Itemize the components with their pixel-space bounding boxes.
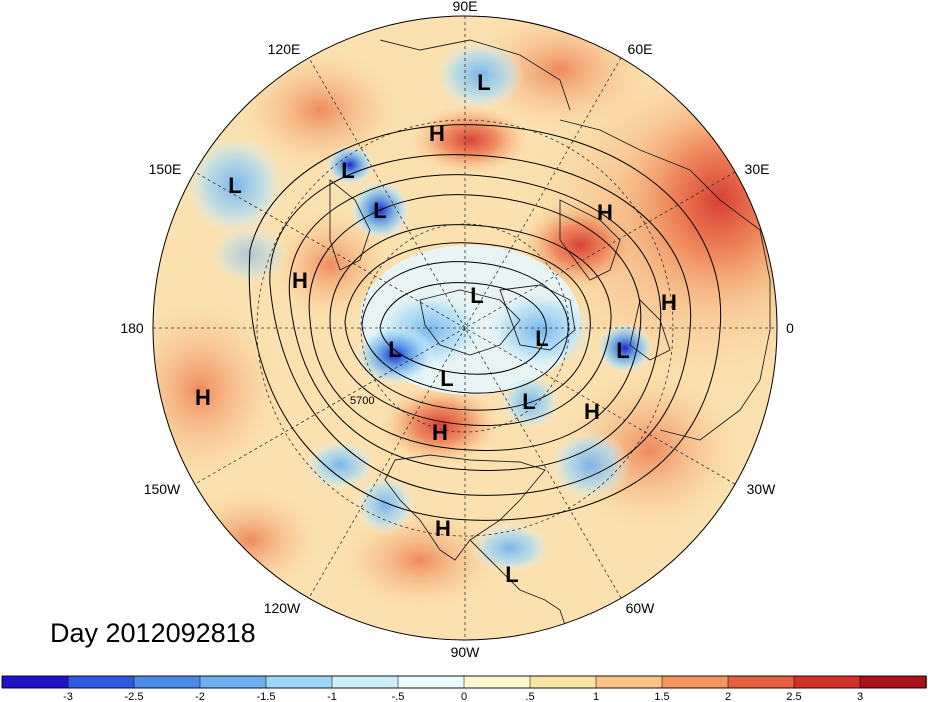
pressure-center-low: L: [341, 158, 354, 183]
pressure-center-low: L: [477, 70, 490, 95]
colorbar-box: [265, 675, 333, 689]
pressure-center-low: L: [373, 198, 386, 223]
colorbar-tick-label: 1.5: [654, 691, 669, 702]
pressure-center-low: L: [470, 283, 483, 308]
colorbar-box: [397, 675, 465, 689]
colorbar-tick-label: -2: [195, 691, 205, 702]
anomaly-field: [153, 16, 777, 640]
lon-label-180: 180: [120, 320, 144, 336]
colorbar-tick-label: -.5: [392, 691, 405, 702]
coastlines: [329, 39, 771, 640]
colorbar-box: [661, 675, 729, 689]
pressure-center-high: H: [597, 200, 613, 225]
lon-label-90e: 90E: [453, 0, 478, 14]
colorbar-tick-label: 0: [461, 691, 467, 702]
colorbar-frame: [1, 675, 927, 689]
colorbar-box: [133, 675, 201, 689]
lon-label-0: 0: [786, 320, 794, 336]
lon-label-150e: 150E: [149, 161, 182, 177]
colorbar-tick-label: 1: [593, 691, 599, 702]
pressure-center-low: L: [228, 173, 241, 198]
colorbar-tick-label: 2: [725, 691, 731, 702]
pressure-center-high: H: [584, 399, 600, 424]
lon-label-60w: 60W: [626, 600, 656, 616]
colorbar-box: [1, 675, 69, 689]
colorbar-tick-label: -3: [63, 691, 73, 702]
pressure-center-low: L: [522, 389, 535, 414]
colorbar-tick-label: -1: [327, 691, 337, 702]
colorbar-tick-label: -1.5: [257, 691, 276, 702]
lon-label-30w: 30W: [747, 481, 777, 497]
pressure-center-high: H: [661, 290, 677, 315]
colorbar-tick-label: .5: [525, 691, 534, 702]
lon-label-60e: 60E: [628, 41, 653, 57]
lon-label-120w: 120W: [264, 600, 301, 616]
colorbar-box: [199, 675, 267, 689]
colorbar-box: [727, 675, 795, 689]
colorbar-box: [331, 675, 399, 689]
lon-label-90w: 90W: [451, 644, 481, 660]
colorbar: -3 -2.5 -2 -1.5 -1 -.5 0 .5 1 1.5 2 2.5 3: [1, 675, 927, 702]
longitude-labels: 90E 60E 30E 0 30W 60W 90W 120W 150W 180 …: [120, 0, 794, 660]
pressure-center-low: L: [505, 562, 518, 587]
pressure-center-high: H: [435, 516, 451, 541]
lon-label-120e: 120E: [268, 41, 301, 57]
pressure-center-high: H: [292, 268, 308, 293]
height-contours: [248, 124, 722, 521]
colorbar-box: [595, 675, 663, 689]
pressure-center-high: H: [195, 385, 211, 410]
colorbar-box: [793, 675, 861, 689]
colorbar-box: [463, 675, 531, 689]
date-label: Day 2012092818: [50, 618, 256, 648]
colorbar-tick-label: 3: [857, 691, 863, 702]
pressure-centers: L H L L L H H L L L L L H H H L H H L: [195, 70, 677, 587]
pressure-center-low: L: [440, 366, 453, 391]
colorbar-tick-label: -2.5: [125, 691, 144, 702]
colorbar-box: [859, 675, 927, 689]
colorbar-tick-label: 2.5: [786, 691, 801, 702]
pressure-center-low: L: [388, 337, 401, 362]
pressure-center-high: H: [429, 121, 445, 146]
lon-label-30e: 30E: [745, 161, 770, 177]
colorbar-box: [529, 675, 597, 689]
lon-label-150w: 150W: [144, 481, 181, 497]
map-border: [152, 15, 778, 641]
pressure-center-low: L: [535, 326, 548, 351]
graticule: [153, 16, 777, 640]
colorbar-box: [67, 675, 135, 689]
contour-label: 5700: [350, 395, 374, 407]
pressure-center-high: H: [432, 420, 448, 445]
pressure-center-low: L: [616, 338, 629, 363]
